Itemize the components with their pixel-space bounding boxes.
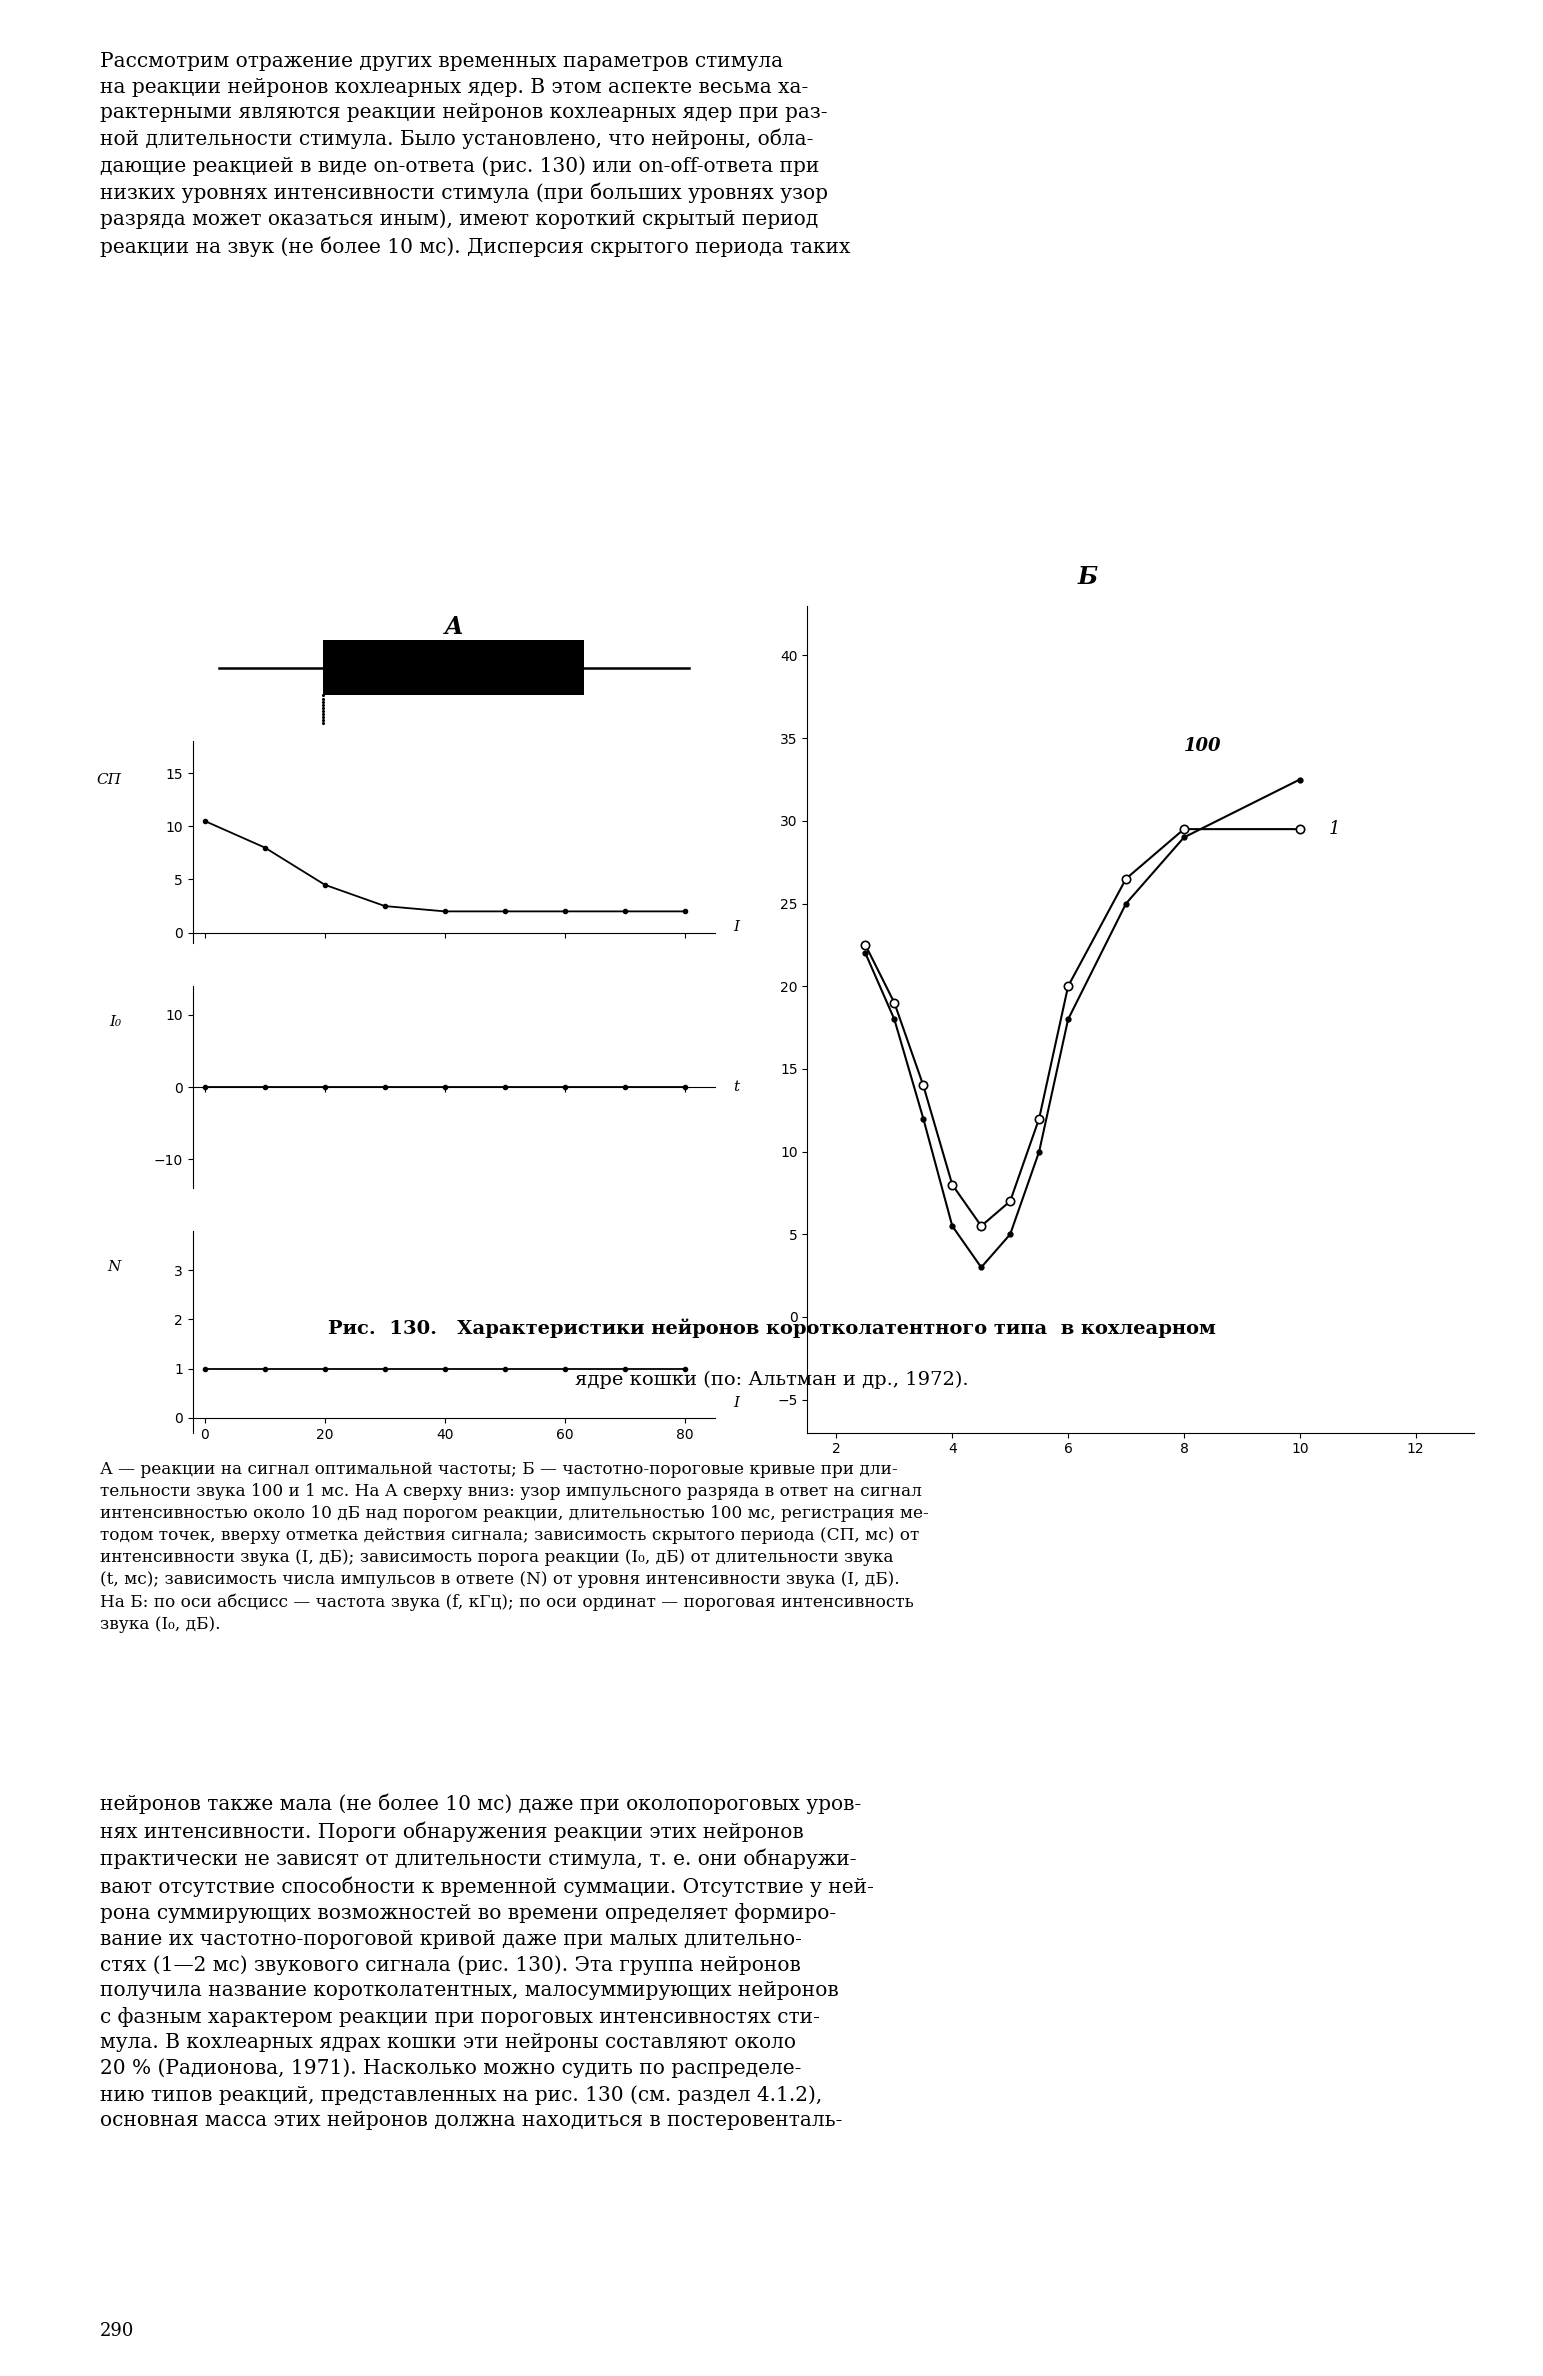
Text: 290: 290 xyxy=(100,2321,134,2340)
Text: N: N xyxy=(108,1259,120,1274)
Text: t: t xyxy=(733,1081,739,1093)
Bar xyxy=(324,639,585,696)
Text: 100: 100 xyxy=(1183,737,1222,756)
Text: Б: Б xyxy=(1077,565,1097,589)
Text: 1: 1 xyxy=(1329,820,1341,839)
Text: СП: СП xyxy=(96,772,120,786)
Text: Рис.  130.   Характеристики нейронов коротколатентного типа  в кохлеарном: Рис. 130. Характеристики нейронов коротк… xyxy=(327,1319,1216,1338)
Text: A: A xyxy=(444,615,463,639)
Text: I: I xyxy=(733,920,739,934)
Text: А — реакции на сигнал оптимальной частоты; Б — частотно-пороговые кривые при дли: А — реакции на сигнал оптимальной частот… xyxy=(100,1461,929,1632)
Text: ядре кошки (по: Альтман и др., 1972).: ядре кошки (по: Альтман и др., 1972). xyxy=(574,1371,969,1390)
Text: Рассмотрим отражение других временных параметров стимула
на реакции нейронов кох: Рассмотрим отражение других временных па… xyxy=(100,52,850,257)
Text: I: I xyxy=(733,1397,739,1411)
Text: I₀: I₀ xyxy=(108,1015,120,1029)
Text: нейронов также мала (не более 10 мс) даже при околопороговых уров-
нях интенсивн: нейронов также мала (не более 10 мс) даж… xyxy=(100,1794,875,2129)
